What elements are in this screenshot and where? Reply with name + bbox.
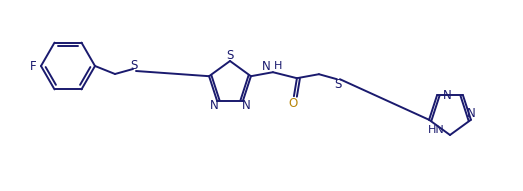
- Text: N: N: [242, 99, 251, 112]
- Text: S: S: [334, 78, 342, 91]
- Text: O: O: [288, 97, 298, 110]
- Text: HN: HN: [428, 125, 445, 135]
- Text: S: S: [130, 58, 138, 71]
- Text: N: N: [467, 107, 475, 120]
- Text: F: F: [29, 60, 36, 73]
- Text: N: N: [262, 60, 271, 73]
- Text: N: N: [443, 89, 452, 102]
- Text: H: H: [274, 61, 282, 71]
- Text: S: S: [226, 49, 234, 62]
- Text: N: N: [210, 99, 219, 112]
